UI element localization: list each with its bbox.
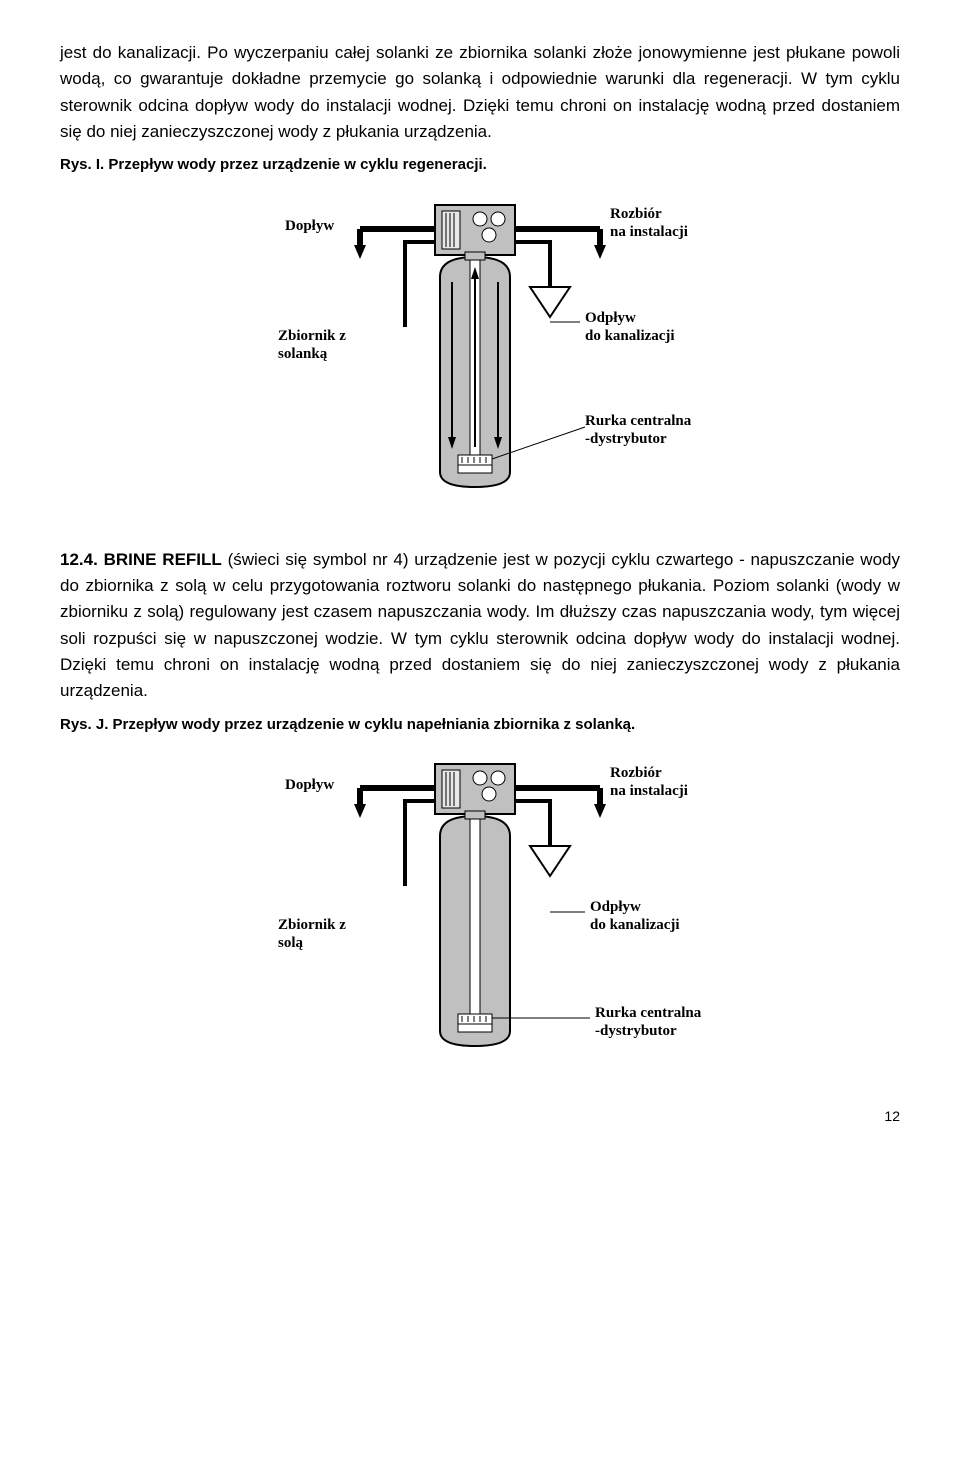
para2-lead: 12.4. BRINE REFILL	[60, 550, 222, 569]
label-inflow-2: Dopływ	[285, 776, 334, 794]
diagram-2: Dopływ Rozbiórna instalacji Zbiornik zso…	[240, 746, 720, 1076]
para2-rest: (świeci się symbol nr 4) urządzenie jest…	[60, 550, 900, 701]
figure-caption-i: Rys. I. Przepływ wody przez urządzenie w…	[60, 153, 900, 176]
label-tube-2: Rurka centralna-dystrybutor	[595, 1004, 701, 1040]
page-number: 12	[60, 1106, 900, 1128]
label-inflow-1: Dopływ	[285, 217, 334, 235]
label-drain-1: Odpływdo kanalizacji	[585, 309, 675, 345]
paragraph-2: 12.4. BRINE REFILL (świeci się symbol nr…	[60, 547, 900, 705]
label-outflow-top-1: Rozbiórna instalacji	[610, 205, 688, 241]
paragraph-1: jest do kanalizacji. Po wyczerpaniu całe…	[60, 40, 900, 145]
label-tube-1: Rurka centralna-dystrybutor	[585, 412, 691, 448]
diagram-1: Dopływ Rozbiórna instalacji Zbiornik zso…	[240, 187, 720, 517]
diagram-2-container: Dopływ Rozbiórna instalacji Zbiornik zso…	[60, 746, 900, 1076]
label-tank-left-2: Zbiornik zsolą	[278, 916, 346, 952]
label-tank-left-1: Zbiornik zsolanką	[278, 327, 346, 363]
label-drain-2: Odpływdo kanalizacji	[590, 898, 680, 934]
label-outflow-top-2: Rozbiórna instalacji	[610, 764, 688, 800]
figure-caption-j: Rys. J. Przepływ wody przez urządzenie w…	[60, 713, 900, 736]
diagram-1-container: Dopływ Rozbiórna instalacji Zbiornik zso…	[60, 187, 900, 517]
